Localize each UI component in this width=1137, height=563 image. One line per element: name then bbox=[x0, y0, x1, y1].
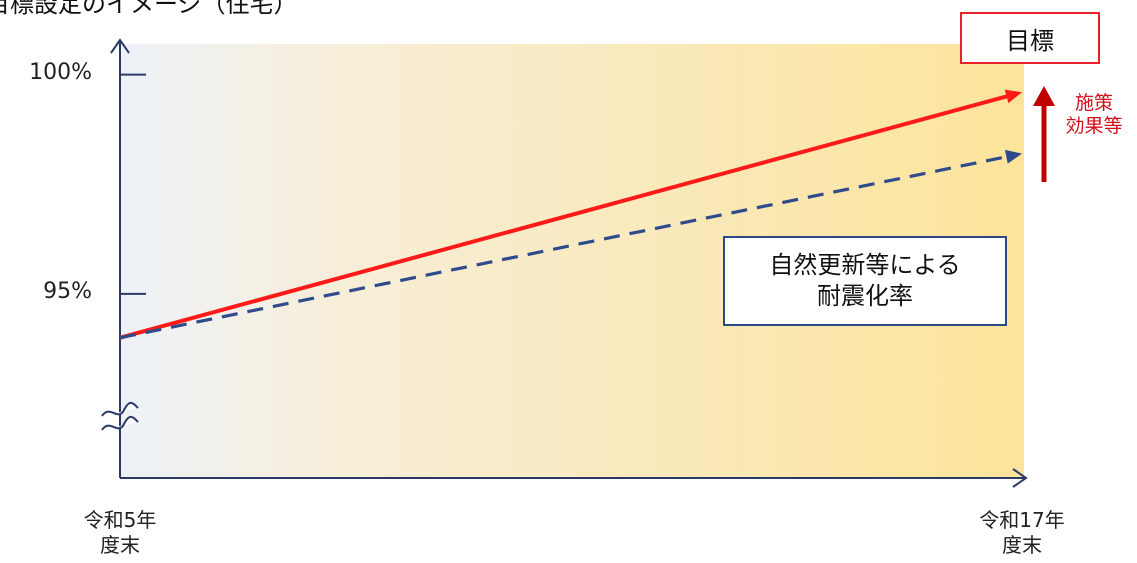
effect-label-line2: 効果等 bbox=[1065, 114, 1123, 137]
effect-arrow-head bbox=[1033, 86, 1055, 106]
x-tick-label-start-line2: 度末 bbox=[100, 533, 140, 557]
x-tick-label-end-line1: 令和17年 bbox=[979, 508, 1065, 532]
series-target-arrowhead bbox=[1004, 89, 1022, 104]
note-line1: 自然更新等による bbox=[769, 250, 961, 279]
x-tick-label-end-line2: 度末 bbox=[1002, 533, 1042, 557]
effect-label-line1: 施策 bbox=[1074, 92, 1113, 114]
y-tick-label-95: 95% bbox=[43, 278, 92, 304]
natural-rate-note-box: 自然更新等による 耐震化率 bbox=[723, 236, 1007, 326]
x-tick-label-end: 令和17年 度末 bbox=[952, 508, 1092, 558]
x-axis-arrowhead bbox=[1012, 468, 1028, 488]
chart-title: 目標設定のイメージ（住宅） bbox=[0, 0, 298, 18]
note-line2: 耐震化率 bbox=[817, 282, 913, 310]
series-natural-line bbox=[119, 153, 1015, 340]
axis-break-wave bbox=[101, 416, 139, 431]
x-tick-label-start-line1: 令和5年 bbox=[83, 508, 157, 532]
series-target-line bbox=[119, 92, 1015, 340]
target-label: 目標 bbox=[1006, 26, 1054, 55]
series-natural-arrowhead bbox=[1004, 149, 1022, 164]
axis-break-wave bbox=[101, 402, 139, 417]
y-axis-arrowhead bbox=[110, 38, 130, 54]
x-tick-label-start: 令和5年 度末 bbox=[50, 508, 190, 558]
effect-label: 施策 効果等 bbox=[1054, 92, 1134, 138]
y-tick-label-100: 100% bbox=[29, 59, 92, 85]
target-label-box: 目標 bbox=[960, 12, 1100, 64]
